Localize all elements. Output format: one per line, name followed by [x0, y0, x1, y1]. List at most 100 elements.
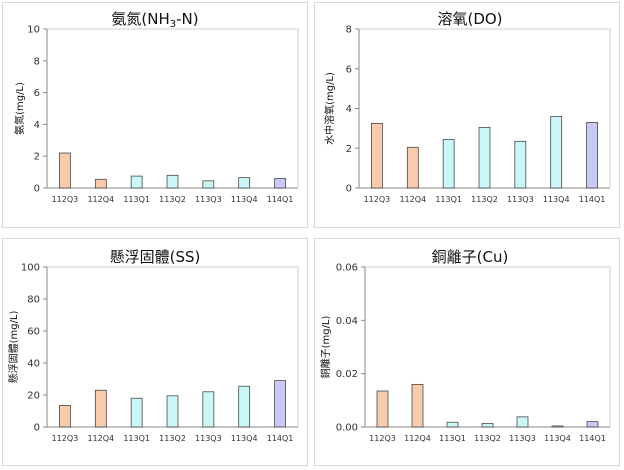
chart-copper: 銅離子(Cu) 0.00 0.02 0.04 0.06 銅離子(mg/L) 112Q3 112…: [319, 248, 611, 443]
y-tick-label: 2: [34, 152, 40, 163]
y-tick-label: 80: [27, 295, 40, 306]
y-tick-label: 2: [346, 144, 352, 155]
y-tick-label: 60: [27, 327, 40, 338]
bar-112Q3: [59, 152, 71, 189]
chart-panel-dissolved-oxygen: 溶氧(DO) 0 2 4 6 8 水中溶氧(mg/L) 112Q3 112Q4 113Q1 113Q…: [314, 2, 620, 228]
bar-113Q2: [166, 395, 179, 428]
bar-112Q3: [376, 390, 389, 428]
y-tick-label: 100: [21, 263, 40, 274]
bar-112Q4: [406, 146, 419, 189]
chart-title: 懸浮固體(SS): [110, 248, 201, 266]
chart-panel-ammonia: 氨氮(NH3-N) 0 2 4 6 8 10 氨氮(mg/L) 112Q3 112Q4 113Q1 1…: [2, 2, 308, 228]
x-tick-label: 113Q1: [439, 434, 466, 443]
x-tick-label: 114Q1: [267, 434, 294, 443]
chart-panel-suspended-solids: 懸浮固體(SS) 0 20 40 60 80 100 懸浮固體(mg/L) 112Q3 112Q4…: [2, 238, 308, 466]
bar-114Q1: [586, 421, 599, 428]
y-axis-label: 銅離子(mg/L): [319, 315, 332, 378]
x-tick-label: 114Q1: [267, 195, 294, 204]
x-tick-label: 113Q3: [195, 195, 222, 204]
bar-113Q4: [550, 116, 563, 189]
x-tick-label: 113Q2: [159, 434, 186, 443]
bar-112Q3: [59, 405, 71, 428]
chart-title: 溶氧(DO): [437, 10, 502, 28]
x-tick-label: 113Q3: [507, 195, 534, 204]
bar-113Q1: [446, 421, 459, 428]
x-tick-label: 113Q1: [123, 434, 150, 443]
chart-panel-copper: 銅離子(Cu) 0.00 0.02 0.04 0.06 銅離子(mg/L) 112Q3 112…: [314, 238, 620, 466]
bar-112Q4: [94, 178, 107, 189]
bar-114Q1: [274, 178, 286, 189]
x-tick-label: 113Q4: [544, 434, 571, 443]
y-tick-label: 40: [27, 359, 40, 370]
bar-113Q2: [478, 127, 491, 189]
bar-113Q3: [514, 140, 527, 189]
x-tick-label: 114Q1: [579, 434, 606, 443]
plot-area-frame: [364, 266, 611, 428]
y-tick-label: 0.06: [336, 263, 358, 274]
x-tick-label: 113Q2: [159, 195, 186, 204]
y-axis-label: 懸浮固體(mg/L): [8, 310, 20, 383]
x-tick-label: 112Q3: [52, 195, 79, 204]
y-tick-label: 6: [346, 64, 352, 75]
y-tick-label: 0.02: [336, 369, 358, 380]
bar-112Q4: [94, 389, 107, 428]
chart-title-main: 銅離子(Cu): [432, 248, 509, 266]
x-tick-label: 113Q4: [231, 434, 258, 443]
x-tick-label: 112Q3: [364, 195, 391, 204]
x-tick-label: 112Q4: [399, 195, 426, 204]
x-tick-label: 112Q4: [404, 434, 431, 443]
y-tick-label: 0.00: [336, 423, 358, 434]
y-axis-label: 水中溶氧(mg/L): [323, 72, 336, 145]
x-tick-label: 113Q3: [195, 434, 222, 443]
plot-area-frame: [46, 28, 299, 189]
bar-114Q1: [586, 122, 598, 189]
y-tick-label: 8: [346, 25, 352, 36]
y-tick-label: 0: [34, 184, 40, 195]
chart-suspended-solids: 懸浮固體(SS) 0 20 40 60 80 100 懸浮固體(mg/L) 112Q3 112Q4…: [8, 248, 299, 443]
y-tick-label: 0: [34, 423, 40, 434]
bar-112Q3: [371, 123, 383, 189]
chart-dissolved-oxygen: 溶氧(DO) 0 2 4 6 8 水中溶氧(mg/L) 112Q3 112Q4 113Q1 113Q…: [323, 10, 611, 204]
chart-title-tail: -N): [176, 10, 199, 28]
chart-title-main: 氨氮(NH: [111, 10, 169, 28]
y-tick-label: 4: [346, 104, 352, 115]
x-tick-label: 113Q4: [543, 195, 570, 204]
bar-113Q3: [516, 416, 529, 428]
y-axis-label: 氨氮(mg/L): [13, 82, 26, 135]
y-tick-label: 0.04: [336, 316, 358, 327]
bar-113Q4: [238, 177, 251, 189]
chart-title-main: 溶氧(DO): [437, 10, 502, 28]
chart-title: 氨氮(NH3-N): [111, 10, 198, 30]
x-tick-label: 113Q1: [123, 195, 150, 204]
y-tick-label: 0: [346, 184, 352, 195]
y-tick-label: 6: [34, 88, 40, 99]
bar-113Q2: [481, 423, 494, 428]
x-tick-label: 113Q2: [471, 195, 498, 204]
x-tick-label: 112Q3: [52, 434, 79, 443]
y-tick-label: 4: [34, 120, 40, 131]
x-tick-label: 113Q3: [509, 434, 536, 443]
chart-ammonia: 氨氮(NH3-N) 0 2 4 6 8 10 氨氮(mg/L) 112Q3 112Q4 113Q1 1…: [13, 10, 299, 204]
y-tick-label: 8: [34, 56, 40, 67]
bar-113Q4: [238, 385, 251, 428]
chart-title: 銅離子(Cu): [432, 248, 509, 266]
bar-113Q1: [130, 175, 143, 189]
bar-113Q4: [551, 425, 564, 428]
x-tick-label: 113Q1: [435, 195, 462, 204]
x-tick-label: 112Q4: [87, 195, 114, 204]
bar-113Q1: [130, 397, 143, 428]
chart-title-subscript: 3: [170, 19, 176, 30]
bar-113Q3: [202, 391, 215, 428]
bar-113Q3: [202, 180, 215, 189]
y-tick-label: 10: [27, 25, 40, 36]
bar-114Q1: [274, 380, 286, 428]
y-tick-label: 20: [27, 391, 40, 402]
chart-title-main: 懸浮固體(SS): [110, 248, 201, 266]
x-tick-label: 113Q4: [231, 195, 258, 204]
x-tick-label: 112Q4: [87, 434, 114, 443]
bar-113Q2: [166, 174, 179, 189]
bar-113Q1: [442, 138, 455, 189]
bar-112Q4: [411, 383, 424, 428]
x-tick-label: 112Q3: [369, 434, 396, 443]
x-tick-label: 114Q1: [579, 195, 606, 204]
